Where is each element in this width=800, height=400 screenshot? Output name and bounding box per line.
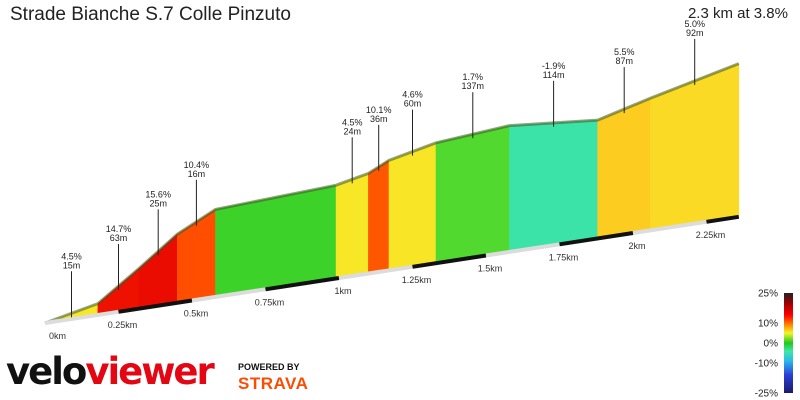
legend-color-bar xyxy=(784,293,793,393)
brand-logo: veloviewer POWERED BY STRAVA xyxy=(6,350,326,395)
segment-grade-label: 15.6% xyxy=(145,189,171,199)
distance-tick-label: 1km xyxy=(334,286,351,296)
segment-grade-label: -1.9% xyxy=(542,61,566,71)
segment-grade-label: 14.7% xyxy=(106,224,132,234)
legend-label: 0% xyxy=(764,339,779,350)
segment-length-label: 15m xyxy=(63,260,81,270)
segment-grade-label: 5.0% xyxy=(684,19,705,29)
legend-labels: 25% 10% 0% -10% -25% xyxy=(755,289,778,400)
segment-length-label: 114m xyxy=(543,70,565,80)
profile-slabs xyxy=(44,62,740,325)
legend-label: -25% xyxy=(755,389,778,400)
baseline-band xyxy=(632,219,707,235)
distance-tick-label: 0.75km xyxy=(255,297,285,307)
segment-grade-label: 10.1% xyxy=(366,105,392,115)
segment-length-label: 25m xyxy=(149,198,167,208)
distance-tick-label: 1.5km xyxy=(478,264,503,274)
segment-length-label: 63m xyxy=(110,233,128,243)
chart-title: Strade Bianche S.7 Colle Pinzuto xyxy=(10,4,291,25)
baseline-band xyxy=(338,264,413,280)
legend-label: -10% xyxy=(755,359,778,370)
distance-tick-label: 1.75km xyxy=(549,252,579,262)
baseline-band xyxy=(559,231,634,247)
segment-grade-label: 4.6% xyxy=(402,90,423,100)
segment-grade-label: 4.5% xyxy=(61,251,82,261)
legend-label: 25% xyxy=(758,289,778,300)
veloviewer-logo: veloviewer xyxy=(6,350,215,393)
strava-logo: STRAVA xyxy=(238,374,309,393)
baseline-band xyxy=(265,276,340,292)
baseline-band xyxy=(191,287,266,303)
segment-length-label: 87m xyxy=(615,56,633,66)
climb-summary: 2.3 km at 3.8% xyxy=(687,5,788,22)
segment-length-label: 60m xyxy=(404,99,422,109)
powered-by-label: POWERED BY xyxy=(238,362,300,372)
legend-label: 10% xyxy=(758,319,778,330)
baseline-band xyxy=(118,298,193,314)
segment-grade-label: 5.5% xyxy=(614,47,635,57)
segment-annotations: 4.5%15m14.7%63m15.6%25m10.4%16m4.5%24m10… xyxy=(61,19,705,318)
segment-grade-label: 10.4% xyxy=(184,160,210,170)
distance-baseline xyxy=(44,214,740,325)
segment-length-label: 36m xyxy=(370,114,388,124)
baseline-band xyxy=(412,253,487,269)
profile-ridge xyxy=(44,62,740,325)
baseline-band xyxy=(44,309,119,325)
segment-length-label: 137m xyxy=(462,81,485,91)
baseline-band xyxy=(485,242,560,258)
distance-tick-label: 2km xyxy=(628,241,645,251)
distance-tick-label: 2.25km xyxy=(696,230,726,240)
segment-length-label: 16m xyxy=(188,169,206,179)
distance-tick-label: 0.5km xyxy=(184,309,209,319)
distance-tick-label: 0.25km xyxy=(108,320,138,330)
segment-grade-label: 4.5% xyxy=(342,117,363,127)
distance-tick-label: 0km xyxy=(49,331,66,341)
distance-ticks: 0km 0.25km 0.5km 0.75km 1km 1.25km 1.5km 1.75km… xyxy=(49,230,725,341)
segment-length-label: 92m xyxy=(686,28,704,38)
segment-length-label: 24m xyxy=(343,126,361,136)
distance-tick-label: 1.25km xyxy=(402,275,432,285)
segment-grade-label: 1.7% xyxy=(463,72,484,82)
baseline-band xyxy=(706,214,740,224)
